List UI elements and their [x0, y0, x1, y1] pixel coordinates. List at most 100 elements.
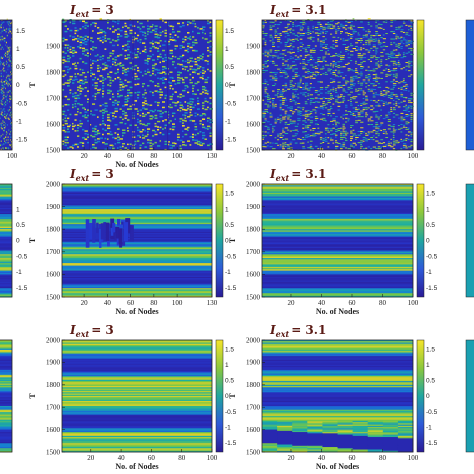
x-tick-label: 60 — [127, 152, 135, 160]
x-tick-label: 40 — [118, 454, 126, 462]
y-tick-label: 1500 — [46, 293, 61, 301]
y-tick-label: 2000 — [246, 336, 261, 344]
colorbar-tick-label: -1.5 — [225, 285, 237, 292]
colorbar-tick-label: 1.5 — [426, 347, 435, 354]
colorbar-tick-label: -1.5 — [426, 285, 438, 292]
colorbar-tick-label: 0.5 — [225, 222, 234, 229]
colorbar-tick-label: -0.5 — [225, 409, 237, 416]
y-tick-label: 1800 — [46, 68, 61, 76]
x-tick-label: 60 — [148, 454, 156, 462]
colorbar-tick-label: -0.5 — [225, 253, 237, 260]
colorbar-tick-label: 0 — [16, 82, 20, 89]
y-axis-label: T — [228, 237, 237, 243]
colorbar-tick-label: 1.5 — [225, 191, 234, 198]
plot-frame — [61, 183, 213, 298]
x-tick-label: 100 — [207, 454, 218, 462]
plot-frame — [0, 339, 13, 453]
heatmap-image — [0, 18, 13, 151]
colorbar-tick-label: 0.5 — [426, 222, 435, 229]
colorbar-tick-label: 1 — [16, 46, 20, 53]
colorbar-tick-label: -1 — [16, 118, 22, 125]
x-tick-label: 40 — [318, 152, 326, 160]
colorbar-tick-label: -1.5 — [426, 440, 438, 447]
x-axis-label: No. of Nodes — [115, 307, 158, 316]
colorbar-tick-label: -1 — [426, 424, 432, 431]
colorbar-tick-label: 0 — [426, 393, 430, 400]
x-axis-label: No. of Nodes — [115, 462, 158, 471]
colorbar-tick-label: 0.5 — [16, 64, 25, 71]
colorbar-tick-label: -1.5 — [225, 136, 237, 143]
x-axis-label: No. of Nodes — [316, 307, 359, 316]
colorbar-tick-label: -1 — [225, 269, 231, 276]
colorbar-tick-label: 1.5 — [225, 347, 234, 354]
colorbar-tick-label: -0.5 — [426, 253, 438, 260]
y-tick-label: 1500 — [246, 293, 261, 301]
y-tick-label: 1500 — [246, 146, 261, 154]
colorbar-tick-label: 0 — [225, 393, 229, 400]
y-tick-label: 1700 — [46, 404, 61, 412]
plot-frame — [0, 183, 13, 298]
y-tick-label: 1600 — [46, 426, 61, 434]
x-axis-label: No. of Nodes — [115, 160, 158, 169]
y-tick-label: 1600 — [246, 271, 261, 279]
y-tick-label: 1500 — [246, 448, 261, 456]
y-tick-label: 1900 — [246, 359, 261, 367]
y-tick-label: 1900 — [46, 359, 61, 367]
panel-r1-c0: 1 0.5 0 -0.5 -1 -1.5 — [0, 183, 28, 298]
colorbar — [215, 183, 224, 298]
panel-title: Iext = 3.1 — [269, 323, 326, 339]
x-tick-label: 40 — [318, 454, 326, 462]
x-tick-label: 130 — [207, 152, 218, 160]
panel-title: Iext = 3.1 — [269, 3, 326, 19]
y-tick-label: 1700 — [246, 248, 261, 256]
panel-title: Iext = 3 — [69, 323, 114, 339]
colorbar-tick-label: 1.5 — [426, 191, 435, 198]
colorbar-tick-label: 0.5 — [16, 222, 25, 229]
x-tick-label: 60 — [348, 299, 356, 307]
x-tick-label: 60 — [348, 152, 356, 160]
colorbar-tick-label: -1 — [16, 269, 22, 276]
y-tick-label: 1700 — [46, 248, 61, 256]
colorbar-tick-label: -1 — [225, 424, 231, 431]
heatmap-image — [62, 340, 212, 453]
x-tick-label: 100 — [172, 299, 183, 307]
y-tick-label: 2000 — [246, 180, 261, 188]
x-tick-label: 60 — [348, 454, 356, 462]
x-tick-label: 40 — [104, 152, 112, 160]
x-tick-label: 100 — [408, 152, 419, 160]
heatmap-image — [62, 184, 212, 298]
x-tick-label: 80 — [379, 152, 387, 160]
colorbar-tick-label: 0 — [225, 238, 229, 245]
plot-frame — [261, 19, 414, 151]
colorbar-tick-label: -1 — [426, 269, 432, 276]
colorbar-tick-label: 1.5 — [225, 28, 234, 35]
plot-frame — [261, 339, 414, 453]
y-tick-label: 1900 — [46, 42, 61, 50]
y-tick-label: 1700 — [246, 94, 261, 102]
y-tick-label: 1800 — [46, 381, 61, 389]
y-tick-label: 1500 — [46, 146, 61, 154]
panel-title: Iext = 3.1 — [269, 167, 326, 183]
y-tick-label: 1800 — [46, 226, 61, 234]
y-tick-label: 2000 — [46, 180, 61, 188]
y-axis-label: T — [28, 82, 37, 88]
colorbar-tick-label: 1 — [225, 362, 229, 369]
y-tick-label: 1800 — [246, 381, 261, 389]
colorbar-tick-label: 1 — [225, 206, 229, 213]
x-tick-label: 20 — [87, 454, 95, 462]
y-axis-label: T — [28, 237, 37, 243]
x-tick-label: 80 — [150, 299, 158, 307]
colorbar-tick-label: 0.5 — [426, 378, 435, 385]
colorbar-tick-label: -0.5 — [16, 100, 28, 107]
plot-frame — [61, 339, 213, 453]
colorbar-tick-label: -1 — [225, 118, 231, 125]
x-tick-label: 100 — [408, 454, 419, 462]
colorbar-tick-label: -1.5 — [16, 285, 28, 292]
y-tick-label: 1800 — [246, 226, 261, 234]
heatmap-image — [0, 184, 12, 298]
plot-frame — [261, 183, 414, 298]
y-tick-label: 2000 — [46, 336, 61, 344]
clipped-panel-edge — [465, 339, 474, 453]
x-tick-label: 20 — [287, 299, 295, 307]
